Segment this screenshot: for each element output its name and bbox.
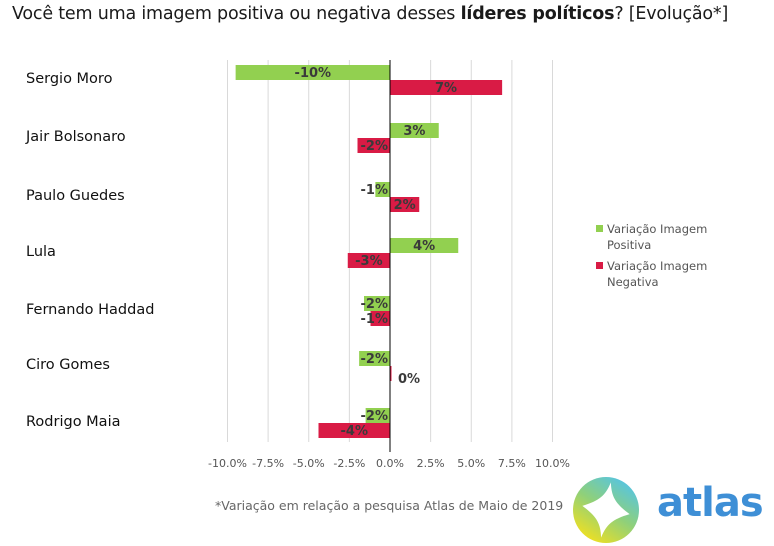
legend-item-negative: Variação Imagem Negativa (596, 258, 737, 290)
bar-negative (318, 423, 390, 438)
atlas-compass-logo-icon (573, 477, 639, 543)
bar-positive (390, 123, 439, 138)
x-tick-label: 0.0% (376, 457, 404, 470)
legend-label-positive: Variação Imagem Positiva (607, 222, 708, 252)
bar-negative (370, 311, 390, 326)
bars (235, 65, 503, 438)
x-tick-label: -7.5% (252, 457, 284, 470)
legend-swatch-positive (596, 225, 603, 232)
category-label: Sergio Moro (26, 71, 113, 87)
footnote: *Variação em relação a pesquisa Atlas de… (215, 498, 564, 513)
data-label: 2% (394, 198, 416, 213)
legend-swatch-negative (596, 262, 603, 269)
category-label: Jair Bolsonaro (25, 129, 126, 145)
data-label: -2% (361, 409, 388, 424)
data-label: 7% (435, 81, 457, 96)
bar-negative (390, 197, 420, 212)
bar-positive (365, 408, 390, 423)
data-label: -2% (361, 297, 388, 312)
category-label: Ciro Gomes (26, 357, 110, 373)
data-labels: -10% 3% -1% 4% -2% -2% -2% 7% -2% 2% -3% -1% 0% -4% (295, 66, 458, 439)
legend-label-negative: Variação Imagem Negativa (607, 259, 708, 289)
title-bold-text: líderes políticos (460, 4, 615, 24)
x-tick-label: 10.0% (535, 457, 570, 470)
bar-negative (390, 366, 392, 381)
category-label: Lula (26, 244, 56, 260)
category-label: Paulo Guedes (26, 188, 125, 204)
data-label: -3% (355, 254, 382, 269)
bar-positive (390, 238, 459, 253)
data-label: 4% (413, 239, 435, 254)
grid-lines (227, 60, 553, 442)
data-label: -2% (361, 139, 388, 154)
chart-title: Você tem uma imagem positiva ou negativa… (12, 4, 728, 24)
bar-positive (235, 65, 390, 80)
data-label: 3% (403, 124, 425, 139)
data-label: -1% (361, 183, 388, 198)
data-label: -10% (295, 66, 332, 81)
bar-negative (347, 253, 390, 268)
bar-positive (364, 296, 390, 311)
x-tick-label: -5.0% (293, 457, 325, 470)
bar-positive (375, 182, 390, 197)
x-tick-label: -2.5% (333, 457, 365, 470)
legend-item-positive: Variação Imagem Positiva (596, 221, 737, 253)
data-label: 0% (398, 372, 420, 387)
tick-labels: -10.0% -7.5% -5.0% -2.5% 0.0% 2.5% 5.0% 7.5% 10.… (208, 457, 570, 470)
x-tick-label: 7.5% (498, 457, 526, 470)
data-label: -2% (361, 352, 388, 367)
category-labels: Sergio Moro Jair Bolsonaro Paulo Guedes Lul… (25, 71, 154, 430)
data-label: -1% (361, 312, 388, 327)
x-tick-label: -10.0% (208, 457, 247, 470)
x-tick-label: 2.5% (417, 457, 445, 470)
x-tick-label: 5.0% (457, 457, 485, 470)
data-label: -4% (341, 424, 368, 439)
category-label: Rodrigo Maia (26, 414, 120, 430)
category-label: Fernando Haddad (26, 302, 154, 318)
title-suffix-text: ? [Evolução*] (614, 4, 729, 24)
legend: Variação Imagem Positiva Variação Imagem… (596, 221, 737, 295)
atlas-logo-text: atlas (657, 480, 764, 526)
bar-negative (357, 138, 390, 153)
title-text: Você tem uma imagem positiva ou negativa… (12, 4, 461, 24)
bar-positive (359, 351, 390, 366)
bar-negative (390, 80, 503, 95)
